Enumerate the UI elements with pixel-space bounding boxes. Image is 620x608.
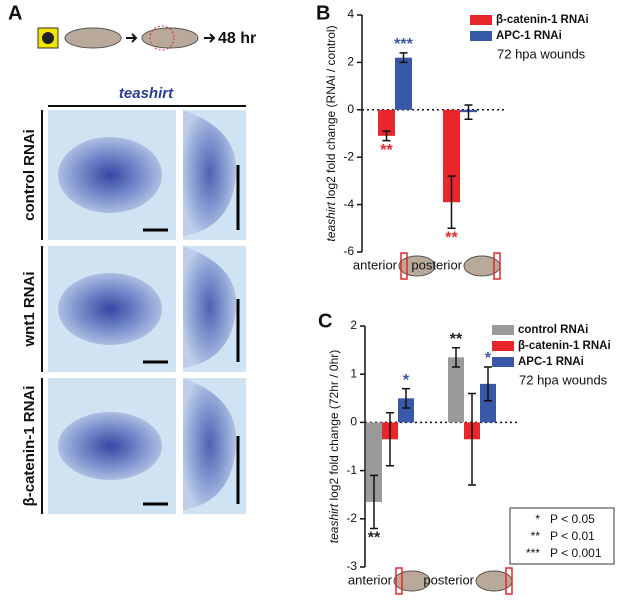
wound-box xyxy=(493,252,501,280)
legend-label: β-catenin-1 RNAi xyxy=(496,14,589,26)
error-bar xyxy=(386,412,394,467)
row-label: β-catenin-1 RNAi xyxy=(21,386,38,507)
bar xyxy=(448,357,464,423)
bar xyxy=(480,383,496,423)
legend-swatch xyxy=(492,357,514,367)
error-bar xyxy=(464,104,473,121)
y-tick-label: -1 xyxy=(346,463,357,477)
p-legend-text: P < 0.05 xyxy=(550,512,595,526)
timeline-label: 48 hr xyxy=(218,30,256,47)
y-tick-label: 0 xyxy=(350,415,357,429)
significance: ** xyxy=(368,530,381,547)
significance: ** xyxy=(380,142,393,159)
panel-label: B xyxy=(316,2,330,24)
p-legend-text: P < 0.01 xyxy=(550,529,595,543)
y-tick-label: -6 xyxy=(343,244,354,258)
legend-swatch xyxy=(492,341,514,351)
significance: ** xyxy=(450,331,463,348)
y-axis-label: teashirt log2 fold change (RNAi / contro… xyxy=(324,25,338,241)
row-label: control RNAi xyxy=(21,129,38,221)
error-bar xyxy=(399,52,408,64)
wound-box xyxy=(505,567,513,595)
bar xyxy=(378,109,395,136)
worm-icon xyxy=(64,27,122,49)
cut-mark xyxy=(149,25,175,51)
bar xyxy=(398,398,414,423)
error-bar xyxy=(468,392,476,486)
bar xyxy=(395,57,412,110)
y-tick-label: 2 xyxy=(350,318,357,332)
stain-label: teashirt xyxy=(119,85,174,102)
worm-zoom xyxy=(183,378,237,510)
legend-note: 72 hpa wounds xyxy=(519,372,608,387)
worm-stain xyxy=(58,137,162,213)
y-label: log2 fold change (RNAi / control) xyxy=(324,25,338,198)
x-tick-label: anterior xyxy=(348,572,393,587)
y-tick-label: 2 xyxy=(347,55,354,69)
y-label-gene: teashirt xyxy=(327,503,341,543)
worm-icon xyxy=(398,255,436,277)
error-bar xyxy=(447,175,456,230)
bar xyxy=(443,109,460,203)
y-tick-label: 4 xyxy=(347,7,354,21)
y-tick-label: 0 xyxy=(347,102,354,116)
significance: * xyxy=(403,372,410,389)
x-tick-label: posterior xyxy=(411,257,462,272)
x-tick-label: anterior xyxy=(353,257,398,272)
legend-label: β-catenin-1 RNAi xyxy=(518,340,611,352)
y-label-gene: teashirt xyxy=(324,202,338,242)
p-legend-symbol: *** xyxy=(526,546,540,560)
legend-swatch xyxy=(492,325,514,335)
arrow xyxy=(204,33,216,43)
worm-stain xyxy=(58,412,162,480)
error-bar xyxy=(452,346,460,368)
p-legend-box xyxy=(509,507,615,565)
worm-zoom xyxy=(183,246,237,368)
error-bar xyxy=(370,474,378,530)
y-tick-label: -2 xyxy=(346,511,357,525)
panel-label: A xyxy=(8,2,22,24)
p-legend-symbol: * xyxy=(535,512,540,526)
error-bar xyxy=(484,366,492,402)
y-label: log2 fold change (72hr / 0hr) xyxy=(327,350,341,501)
y-axis-label: teashirt log2 fold change (72hr / 0hr) xyxy=(327,350,341,543)
legend-swatch xyxy=(470,15,492,25)
p-legend-symbol: ** xyxy=(531,529,541,543)
p-legend-text: P < 0.001 xyxy=(550,546,602,560)
worm-icon xyxy=(393,570,431,592)
legend-swatch xyxy=(470,31,492,41)
legend-label: control RNAi xyxy=(518,324,588,336)
x-tick-label: posterior xyxy=(423,572,474,587)
wound-box xyxy=(400,252,408,280)
radiation-icon xyxy=(42,32,54,44)
error-bar xyxy=(402,387,410,409)
legend-label: APC-1 RNAi xyxy=(518,356,584,368)
worm-stain xyxy=(58,273,162,345)
panel-label: C xyxy=(318,310,332,332)
y-tick-label: 1 xyxy=(350,366,357,380)
y-tick-label: -4 xyxy=(343,197,354,211)
significance: * xyxy=(485,350,492,367)
arrow xyxy=(126,33,138,43)
significance: ** xyxy=(445,230,458,247)
y-tick-label: -2 xyxy=(343,149,354,163)
y-tick-label: -3 xyxy=(346,559,357,573)
legend-label: APC-1 RNAi xyxy=(496,30,562,42)
wound-box xyxy=(395,567,403,595)
error-bar xyxy=(382,130,391,142)
legend-note: 72 hpa wounds xyxy=(497,46,586,61)
bar xyxy=(366,422,382,502)
row-label: wnt1 RNAi xyxy=(21,272,38,348)
significance: *** xyxy=(394,36,413,53)
worm-zoom xyxy=(183,110,237,236)
worm-icon xyxy=(141,27,199,49)
